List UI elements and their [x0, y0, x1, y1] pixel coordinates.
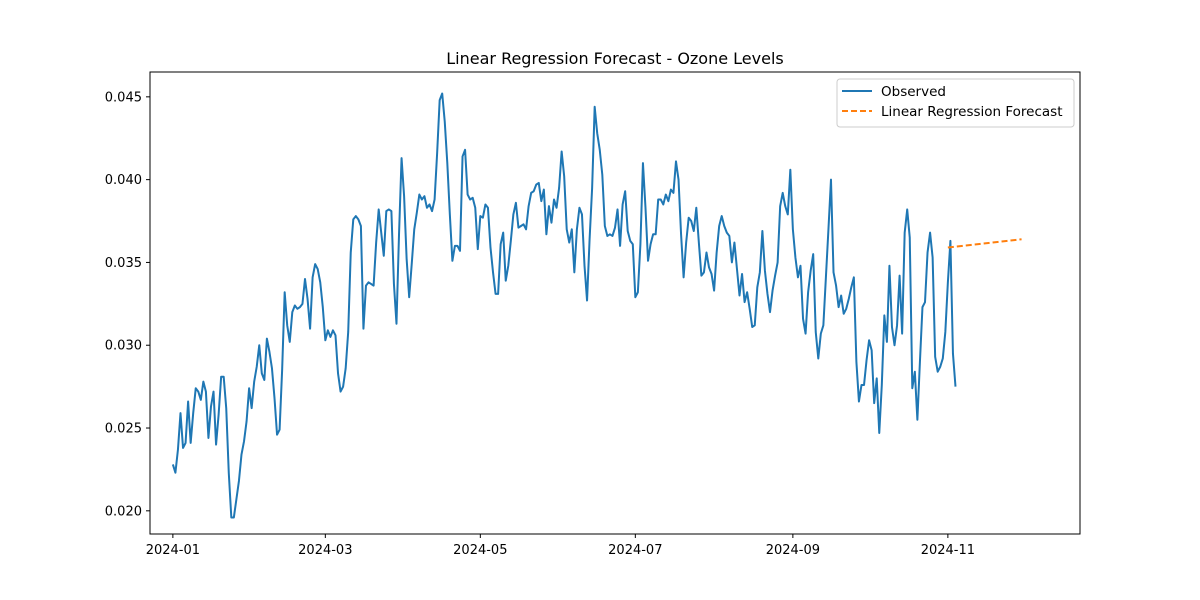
legend-label: Linear Regression Forecast — [881, 104, 1063, 120]
legend-box — [836, 78, 1075, 128]
y-tick-label: 0.025 — [105, 422, 142, 437]
legend-label: Observed — [881, 84, 946, 100]
series-layer — [171, 92, 1022, 519]
y-tick-label: 0.030 — [105, 339, 142, 354]
x-tick-label: 2024-05 — [453, 543, 507, 558]
forecast-series-line — [947, 238, 1022, 249]
x-axis: 2024-01 2024-03 2024-05 2024-07 2024-09 2024-… — [146, 534, 975, 558]
plot-area — [149, 71, 1081, 535]
observed-series-line — [171, 92, 957, 519]
chart-title: Linear Regression Forecast - Ozone Level… — [446, 49, 783, 68]
y-tick-label: 0.045 — [105, 90, 142, 105]
x-tick-label: 2024-09 — [766, 543, 820, 558]
y-tick-label: 0.040 — [105, 173, 142, 188]
x-tick-label: 2024-03 — [298, 543, 352, 558]
y-tick-label: 0.035 — [105, 256, 142, 271]
plot-frame — [149, 71, 1081, 535]
y-axis: 0.020 0.025 0.030 0.035 0.040 0.045 — [105, 90, 150, 519]
x-tick-label: 2024-01 — [146, 543, 200, 558]
legend: Observed Linear Regression Forecast — [836, 78, 1075, 128]
x-tick-label: 2024-07 — [608, 543, 662, 558]
x-tick-label: 2024-11 — [921, 543, 975, 558]
y-tick-label: 0.020 — [105, 504, 142, 519]
